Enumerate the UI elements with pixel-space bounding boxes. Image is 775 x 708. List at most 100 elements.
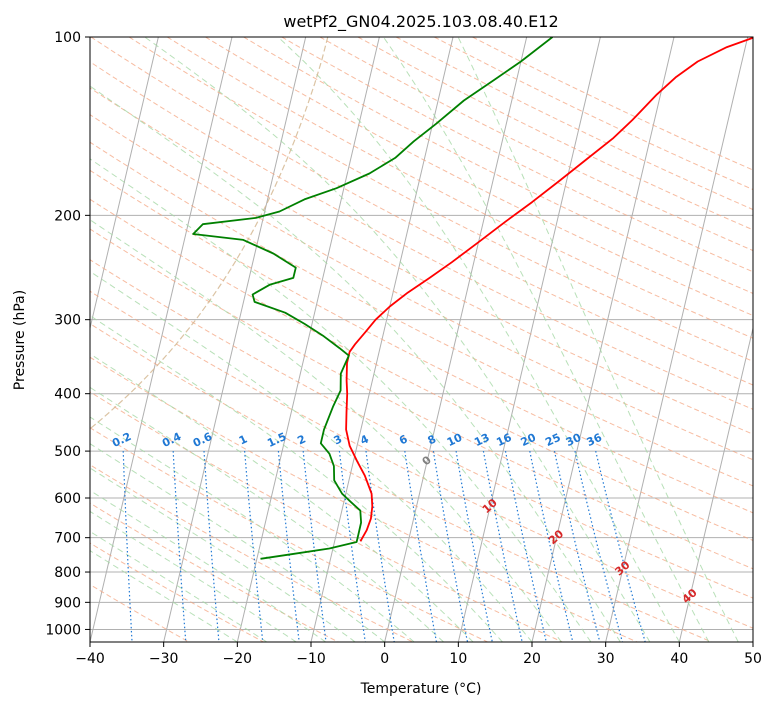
dry-adiabat-line [243, 37, 753, 294]
axis-ticks: −40 −30 −20 −10 0 10 20 30 40 50 100 200 300 400 500 60… [45, 30, 762, 667]
moist-adiabat-line [90, 443, 385, 642]
dry-adiabat-line [90, 141, 753, 487]
mixing-ratio-label: 16 [494, 431, 514, 449]
dry-adiabat-line [90, 542, 265, 642]
mixing-ratio-line [122, 451, 133, 642]
plot-border [89, 36, 754, 643]
plot-frame [89, 36, 754, 643]
moist-adiabat-line [90, 467, 356, 642]
moist-adiabat-line [457, 37, 739, 642]
moist-adiabat-line [90, 158, 592, 642]
dry-adiabat-line [90, 228, 753, 570]
y-tick-label: 500 [54, 444, 81, 460]
dry-adiabat-line [90, 323, 714, 642]
background-lines [0, 37, 753, 654]
y-tick-label: 100 [54, 30, 81, 46]
x-tick-label: 40 [670, 651, 688, 667]
moist-adiabat-line [90, 219, 562, 642]
x-tick-label: −20 [223, 651, 253, 667]
plot-area [90, 37, 753, 642]
mixing-ratio-line [172, 451, 187, 642]
isotherm-line [90, 37, 159, 331]
x-tick-label: 50 [744, 651, 762, 667]
mixing-ratio-line [404, 451, 438, 642]
mixing-ratio-line [203, 451, 220, 642]
mixing-ratio-line [365, 451, 395, 642]
isotherm-line [384, 37, 528, 642]
dry-adiabat-line [90, 290, 753, 629]
moist-adiabat-line [382, 37, 710, 642]
mixing-ratio-line [553, 450, 601, 642]
dry-adiabat-label: -50 [47, 642, 71, 665]
x-tick-label: 10 [449, 651, 467, 667]
isotherm-line [531, 37, 675, 642]
mixing-ratio-label: 10 [445, 431, 465, 449]
sounding-profiles [192, 37, 753, 560]
mixing-ratio-label: 25 [543, 431, 562, 449]
y-tick-label: 200 [54, 208, 81, 224]
mixing-ratio-label: 36 [585, 431, 605, 449]
dry-adiabat-line [166, 37, 753, 339]
mixing-ratio-line [574, 450, 623, 642]
y-tick-label: 600 [54, 491, 81, 507]
line-annotations: -100-90-80-70-60-50-40-30-20-10010203040… [47, 430, 700, 665]
isotherm-line [678, 326, 753, 642]
y-tick-label: 300 [54, 313, 81, 329]
moist-adiabat-line [90, 489, 326, 642]
mixing-ratio-label: 30 [564, 431, 584, 449]
mixing-ratio-line [455, 451, 493, 642]
x-tick-label: 0 [380, 651, 389, 667]
dry-adiabat-line [90, 37, 753, 386]
dry-adiabat-line [90, 114, 753, 461]
dewpoint-profile-line [192, 37, 554, 560]
y-tick-label: 1000 [45, 622, 81, 638]
isotherm-line [0, 37, 11, 654]
isotherm-line [457, 37, 601, 642]
y-axis-label: Pressure (hPa) [12, 290, 28, 390]
dry-adiabat-line [90, 464, 415, 642]
dry-adiabat-line [128, 37, 753, 362]
dry-adiabat-line [395, 37, 753, 211]
x-axis-label: Temperature (°C) [360, 681, 482, 697]
dry-adiabat-label: -20 [274, 642, 298, 665]
mixing-ratio-label: 13 [472, 431, 491, 449]
dry-adiabat-line [472, 37, 753, 171]
chart-title: wetPf2_GN04.2025.103.08.40.E12 [283, 12, 558, 32]
y-tick-label: 900 [54, 595, 81, 611]
y-tick-label: 800 [54, 565, 81, 581]
moist-adiabat-line [277, 37, 680, 642]
dry-adiabat-line [90, 87, 753, 435]
moist-adiabat-line [90, 353, 474, 642]
x-tick-label: −10 [296, 651, 326, 667]
x-tick-label: −40 [75, 651, 105, 667]
moist-adiabat-line [90, 270, 533, 642]
moist-adiabat-line [90, 386, 444, 642]
plot-background [90, 37, 753, 642]
dry-adiabat-line [434, 37, 753, 191]
dry-adiabat-line [319, 37, 753, 252]
mixing-ratio-line [244, 451, 264, 642]
x-tick-label: 20 [523, 651, 541, 667]
x-tick-label: 30 [597, 651, 615, 667]
mixing-ratio-line [595, 450, 646, 642]
dry-adiabat-label: -40 [123, 642, 147, 665]
x-tick-label: −30 [149, 651, 179, 667]
dry-adiabat-line [90, 259, 753, 599]
y-tick-label: 400 [54, 387, 81, 403]
isotherm-line [90, 37, 233, 642]
moist-adiabat-line [90, 85, 621, 642]
y-tick-label: 700 [54, 531, 81, 547]
mixing-ratio-line [432, 451, 469, 642]
dry-adiabat-line [90, 502, 340, 642]
dry-adiabat-label: -30 [198, 642, 222, 665]
mixing-ratio-label: 20 [519, 431, 539, 449]
dry-adiabat-line [90, 198, 753, 541]
moist-adiabat-line [144, 37, 651, 642]
dry-adiabat-label: -10 [350, 642, 374, 665]
dry-adiabat-line [90, 391, 564, 642]
isotherm-line [605, 37, 749, 642]
dry-adiabat-line [90, 61, 753, 410]
isotherm-line [752, 639, 753, 642]
temperature-profile-line [345, 37, 753, 542]
